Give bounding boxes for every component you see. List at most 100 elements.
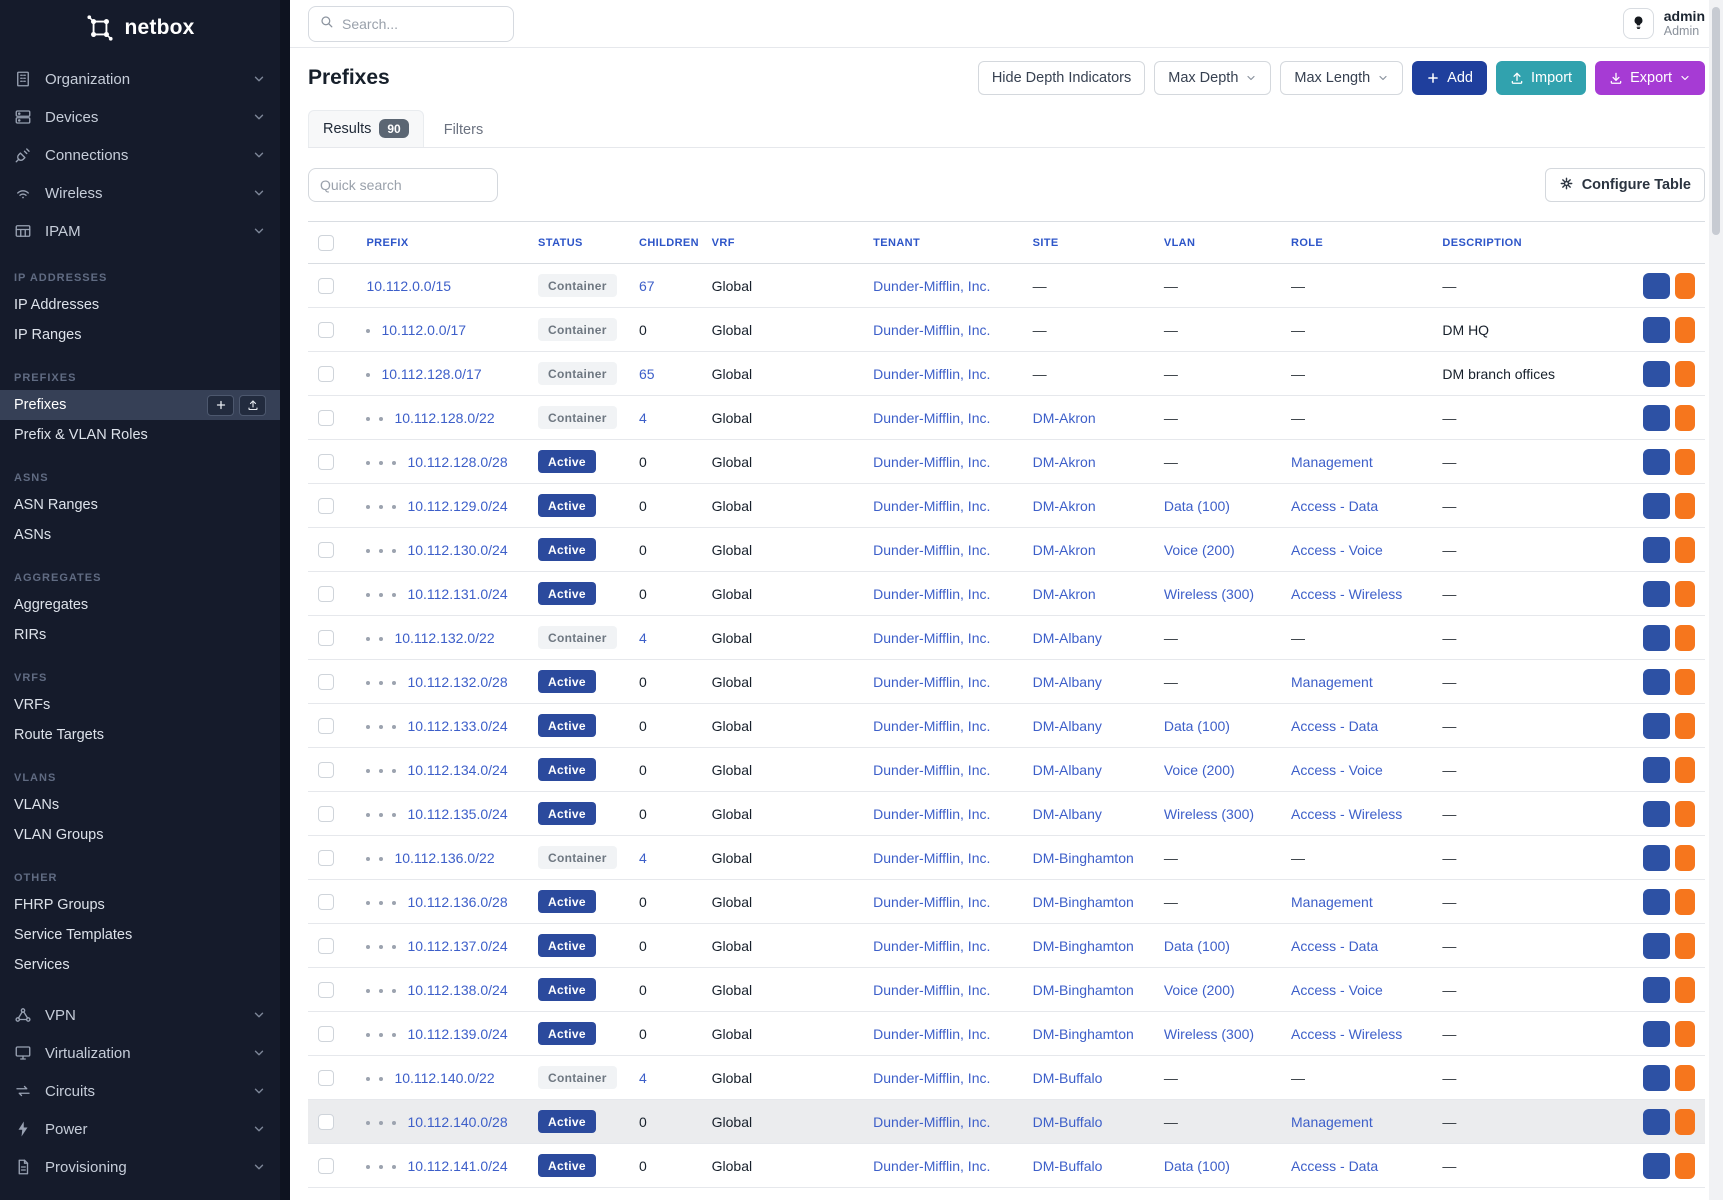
tenant-link[interactable]: Dunder-Mifflin, Inc.: [873, 453, 991, 470]
row-checkbox[interactable]: [318, 454, 334, 471]
children-link[interactable]: 4: [638, 409, 647, 426]
row-checkbox[interactable]: [318, 806, 334, 823]
sidebar-item-services[interactable]: Services: [14, 957, 70, 973]
tenant-link[interactable]: Dunder-Mifflin, Inc.: [873, 1025, 991, 1042]
role-link[interactable]: Management: [1291, 673, 1373, 690]
scrollbar-thumb[interactable]: [1712, 7, 1720, 235]
tenant-link[interactable]: Dunder-Mifflin, Inc.: [873, 1113, 991, 1130]
copy-button[interactable]: [1643, 1020, 1670, 1047]
sidebar-item-rirs[interactable]: RIRs: [14, 627, 47, 643]
quick-search-input[interactable]: [308, 168, 498, 202]
tenant-link[interactable]: Dunder-Mifflin, Inc.: [873, 937, 991, 954]
children-link[interactable]: 67: [638, 277, 655, 294]
sidebar-item-ipam[interactable]: IPAM: [0, 212, 280, 250]
site-link[interactable]: DM-Albany: [1032, 761, 1102, 778]
row-checkbox[interactable]: [318, 1158, 334, 1175]
site-link[interactable]: DM-Akron: [1032, 453, 1096, 470]
copy-button[interactable]: [1643, 404, 1670, 431]
copy-button[interactable]: [1643, 668, 1670, 695]
edit-button[interactable]: [1675, 712, 1695, 739]
tab-filters[interactable]: Filters: [443, 122, 484, 138]
site-link[interactable]: DM-Akron: [1032, 541, 1096, 558]
role-link[interactable]: Access - Data: [1291, 1157, 1379, 1174]
sidebar-item-virtualization[interactable]: Virtualization: [0, 1034, 280, 1072]
vlan-link[interactable]: Voice (200): [1163, 541, 1235, 558]
prefix-link[interactable]: 10.112.137.0/24: [407, 937, 508, 954]
theme-toggle-button[interactable]: [1622, 8, 1654, 39]
row-checkbox[interactable]: [318, 542, 334, 559]
sidebar-item-circuits[interactable]: Circuits: [0, 1072, 280, 1110]
sidebar-item-wireless[interactable]: Wireless: [0, 174, 280, 212]
select-all-checkbox[interactable]: [318, 234, 334, 251]
sidebar-item-asn-ranges[interactable]: ASN Ranges: [14, 497, 98, 513]
tenant-link[interactable]: Dunder-Mifflin, Inc.: [873, 1069, 991, 1086]
role-link[interactable]: Access - Data: [1291, 497, 1379, 514]
row-checkbox[interactable]: [318, 278, 334, 295]
prefix-link[interactable]: 10.112.131.0/24: [407, 585, 508, 602]
sidebar-item-connections[interactable]: Connections: [0, 136, 280, 174]
sidebar-item-vpn[interactable]: VPN: [0, 996, 280, 1034]
tenant-link[interactable]: Dunder-Mifflin, Inc.: [873, 277, 991, 294]
edit-button[interactable]: [1675, 844, 1695, 871]
hide-depth-indicators-button[interactable]: Hide Depth Indicators: [977, 61, 1146, 95]
tenant-link[interactable]: Dunder-Mifflin, Inc.: [873, 541, 991, 558]
sidebar-item-fhrp-groups[interactable]: FHRP Groups: [14, 897, 105, 913]
edit-button[interactable]: [1675, 1152, 1695, 1179]
sidebar-item-service-templates[interactable]: Service Templates: [14, 927, 133, 943]
tenant-link[interactable]: Dunder-Mifflin, Inc.: [873, 1157, 991, 1174]
prefix-link[interactable]: 10.112.0.0/15: [366, 277, 452, 294]
prefix-link[interactable]: 10.112.133.0/24: [407, 717, 508, 734]
copy-button[interactable]: [1643, 844, 1670, 871]
site-link[interactable]: DM-Akron: [1032, 585, 1096, 602]
copy-button[interactable]: [1643, 888, 1670, 915]
sidebar-item-devices[interactable]: Devices: [0, 98, 280, 136]
prefix-link[interactable]: 10.112.132.0/22: [394, 629, 495, 646]
prefix-link[interactable]: 10.112.141.0/24: [407, 1157, 508, 1174]
vlan-link[interactable]: Wireless (300): [1163, 585, 1255, 602]
sidebar-item-vrfs[interactable]: VRFs: [14, 697, 51, 713]
tenant-link[interactable]: Dunder-Mifflin, Inc.: [873, 849, 991, 866]
edit-button[interactable]: [1675, 1020, 1695, 1047]
prefix-link[interactable]: 10.112.136.0/22: [394, 849, 495, 866]
max-depth-dropdown[interactable]: Max Depth: [1154, 61, 1272, 95]
row-checkbox[interactable]: [318, 894, 334, 911]
copy-button[interactable]: [1643, 360, 1670, 387]
row-checkbox[interactable]: [318, 1114, 334, 1131]
copy-button[interactable]: [1643, 932, 1670, 959]
sidebar-add-button[interactable]: [207, 394, 234, 416]
column-header-description[interactable]: DESCRIPTION: [1432, 221, 1586, 264]
tenant-link[interactable]: Dunder-Mifflin, Inc.: [873, 321, 991, 338]
children-link[interactable]: 4: [638, 1069, 647, 1086]
site-link[interactable]: DM-Binghamton: [1032, 849, 1134, 866]
sidebar-item-vlan-groups[interactable]: VLAN Groups: [14, 827, 104, 843]
prefix-link[interactable]: 10.112.135.0/24: [407, 805, 508, 822]
column-header-prefix[interactable]: PREFIX: [356, 221, 529, 264]
role-link[interactable]: Management: [1291, 1113, 1373, 1130]
column-header-tenant[interactable]: TENANT: [863, 221, 1023, 264]
sidebar-item-prefix-vlan-roles[interactable]: Prefix & VLAN Roles: [14, 427, 148, 443]
copy-button[interactable]: [1643, 272, 1670, 299]
children-link[interactable]: 65: [638, 365, 655, 382]
edit-button[interactable]: [1675, 360, 1695, 387]
prefix-link[interactable]: 10.112.132.0/28: [407, 673, 508, 690]
configure-table-button[interactable]: Configure Table: [1544, 168, 1705, 202]
vlan-link[interactable]: Voice (200): [1163, 981, 1235, 998]
sidebar-item-aggregates[interactable]: Aggregates: [14, 597, 89, 613]
copy-button[interactable]: [1643, 1152, 1670, 1179]
edit-button[interactable]: [1675, 1064, 1695, 1091]
sidebar-item-prefixes[interactable]: Prefixes: [0, 390, 280, 420]
vlan-link[interactable]: Data (100): [1163, 717, 1230, 734]
edit-button[interactable]: [1675, 580, 1695, 607]
vlan-link[interactable]: Voice (200): [1163, 761, 1235, 778]
edit-button[interactable]: [1675, 668, 1695, 695]
site-link[interactable]: DM-Binghamton: [1032, 981, 1134, 998]
tenant-link[interactable]: Dunder-Mifflin, Inc.: [873, 365, 991, 382]
edit-button[interactable]: [1675, 272, 1695, 299]
row-checkbox[interactable]: [318, 498, 334, 515]
copy-button[interactable]: [1643, 756, 1670, 783]
tenant-link[interactable]: Dunder-Mifflin, Inc.: [873, 893, 991, 910]
sidebar-item-vlans[interactable]: VLANs: [14, 797, 60, 813]
row-checkbox[interactable]: [318, 982, 334, 999]
edit-button[interactable]: [1675, 448, 1695, 475]
column-header-children[interactable]: CHILDREN: [628, 221, 702, 264]
